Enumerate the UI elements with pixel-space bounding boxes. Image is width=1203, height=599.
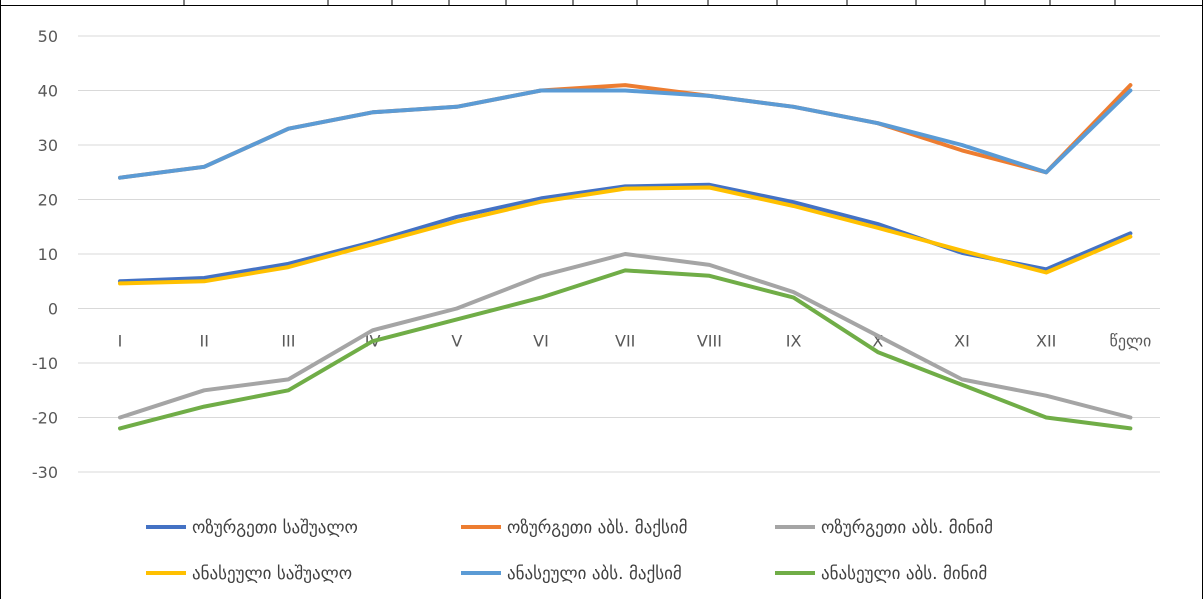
y-axis: 50 40 30 20 10 0 -10 -20 -30 (32, 27, 58, 482)
x-tick-label: X (872, 332, 883, 351)
series-line-6 (118, 268, 1133, 431)
y-tick-label: 40 (38, 82, 58, 101)
y-tick-label: 30 (38, 136, 58, 155)
legend-label: ოზურგეთი საშუალო (192, 518, 358, 538)
y-tick-label: -30 (32, 463, 58, 482)
legend-label: ანასეული აბს. მაქსიმ (507, 564, 682, 584)
series-lines (118, 83, 1133, 431)
x-tick-label: XI (954, 332, 970, 351)
x-tick-label: II (199, 332, 208, 351)
x-tick-label: VI (533, 332, 549, 351)
x-tick-label: VIII (697, 332, 722, 351)
y-tick-label: 50 (38, 27, 58, 46)
x-tick-label: I (118, 332, 123, 351)
y-tick-label: -20 (32, 409, 58, 428)
y-tick-label: 10 (38, 245, 58, 264)
x-tick-label: XII (1036, 332, 1056, 351)
legend-label: ანასეული საშუალო (192, 564, 352, 584)
x-tick-label: III (281, 332, 295, 351)
y-tick-label: 20 (38, 191, 58, 210)
x-tick-label: წელი (1110, 332, 1152, 351)
series-line-1 (118, 182, 1133, 284)
x-tick-label: IX (786, 332, 802, 351)
top-table-ticks (183, 0, 1116, 6)
legend-label: ოზურგეთი აბს. მინიმ (821, 518, 993, 538)
legend-label: ოზურგეთი აბს. მაქსიმ (507, 518, 688, 538)
x-tick-label: VII (615, 332, 635, 351)
series-line-5 (118, 88, 1133, 180)
series-line-3 (118, 252, 1133, 420)
x-tick-label: V (451, 332, 462, 351)
legend: ოზურგეთი საშუალო ოზურგეთი აბს. მაქსიმ ოზურ… (146, 518, 993, 584)
y-tick-label: -10 (32, 354, 58, 373)
series-line-4 (118, 185, 1133, 286)
legend-label: ანასეული აბს. მინიმ (821, 564, 987, 584)
x-axis: I II III IV V VI VII VIII IX X XI XII წელი (118, 332, 1152, 351)
y-tick-label: 0 (48, 300, 58, 319)
